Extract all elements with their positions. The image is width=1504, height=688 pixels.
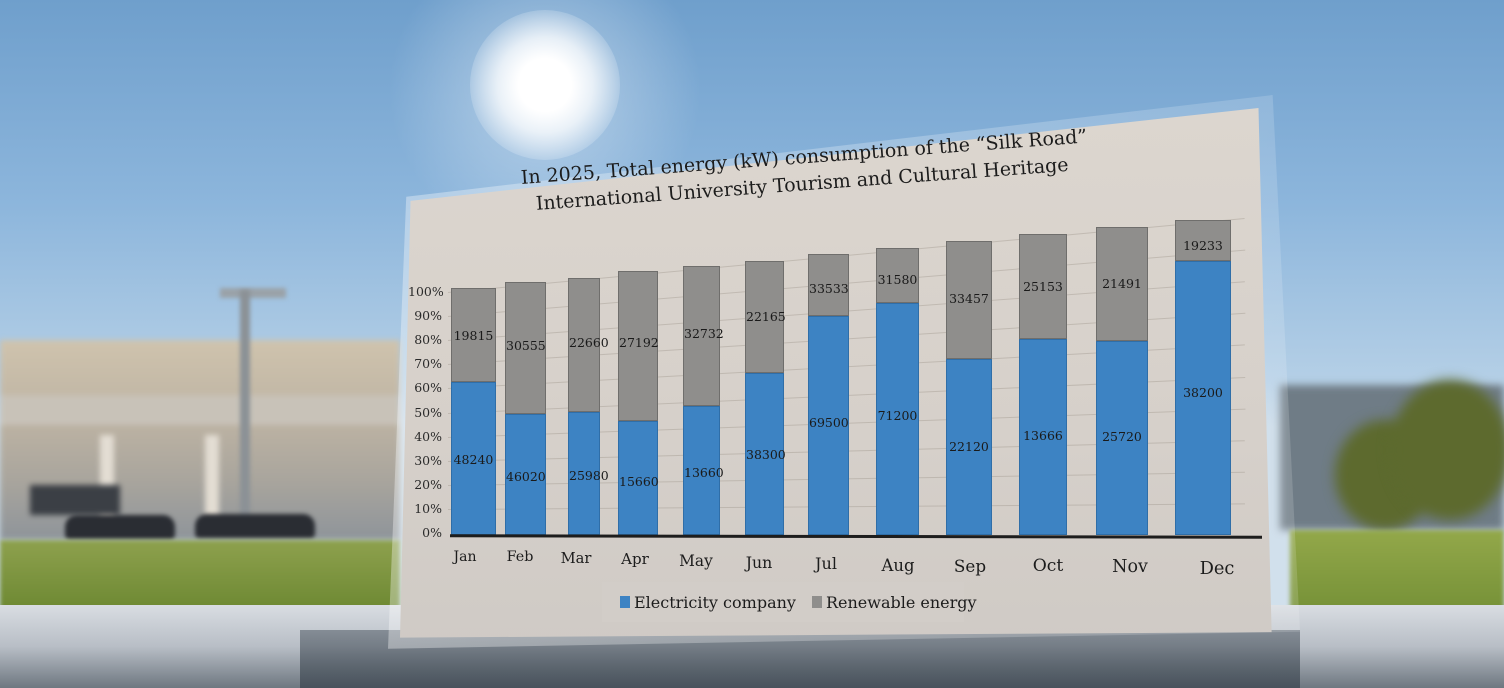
bar-may: 32732 13660	[683, 266, 724, 535]
legend-label: Electricity company	[634, 592, 796, 612]
bar-segment-electricity: 38200	[1175, 260, 1231, 535]
bar-dec: 19233 38200	[1175, 220, 1231, 535]
data-label-renewable: 21491	[1102, 275, 1142, 291]
street-lamp-head	[220, 288, 286, 298]
data-label-electricity: 25720	[1102, 429, 1142, 445]
data-label-electricity: 38300	[746, 447, 786, 463]
tree	[1390, 380, 1504, 520]
data-label-renewable: 19233	[1183, 238, 1223, 254]
legend-item-renewable: Renewable energy	[811, 592, 977, 612]
data-label-renewable: 33457	[949, 291, 989, 307]
data-label-renewable: 27192	[619, 335, 659, 351]
data-label-electricity: 22120	[949, 438, 989, 454]
legend-swatch-renewable-icon	[811, 596, 822, 608]
street-lamp-pole	[240, 290, 250, 530]
chart-legend: Electricity company Renewable energy	[602, 582, 977, 622]
y-tick-label: 0%	[422, 525, 442, 540]
y-tick-label: 10%	[414, 500, 442, 516]
data-label-electricity: 69500	[809, 415, 849, 431]
legend-label: Renewable energy	[825, 592, 977, 612]
bar-segment-renewable: 30555	[505, 282, 546, 414]
bar-segment-electricity: 25980	[568, 411, 609, 535]
bar-segment-renewable: 21491	[1096, 227, 1148, 341]
bar-segment-renewable: 32732	[683, 266, 724, 406]
x-tick-label: Dec	[1199, 558, 1235, 579]
bar-segment-electricity: 13666	[1019, 339, 1067, 535]
bar-mar: 22660 25980	[568, 278, 609, 535]
bar-apr: 27192 15660	[618, 271, 659, 535]
bar-segment-renewable: 25153	[1019, 234, 1067, 340]
data-label-renewable: 31580	[877, 271, 918, 287]
data-label-electricity: 13660	[684, 464, 724, 480]
y-tick-label: 50%	[414, 404, 442, 420]
bar-jan: 19815 48240	[451, 288, 496, 535]
y-tick-label: 80%	[414, 332, 442, 348]
x-tick-label: Mar	[560, 550, 592, 567]
legend-item-electricity: Electricity company	[620, 593, 796, 612]
parked-car	[65, 515, 175, 539]
data-label-renewable: 30555	[506, 338, 546, 354]
x-tick-label: Apr	[621, 550, 649, 568]
bar-oct: 25153 13666	[1019, 234, 1067, 535]
bar-segment-electricity: 22120	[946, 358, 992, 535]
data-label-electricity: 46020	[506, 469, 546, 485]
data-label-electricity: 38200	[1183, 385, 1223, 401]
bar-nov: 21491 25720	[1096, 227, 1148, 535]
data-label-renewable: 22165	[746, 309, 786, 325]
bar-segment-electricity: 48240	[451, 381, 496, 535]
y-tick-label: 40%	[414, 428, 442, 444]
bar-segment-electricity: 25720	[1096, 340, 1148, 535]
data-label-renewable: 19815	[453, 328, 494, 344]
bar-segment-electricity: 15660	[618, 421, 659, 535]
x-tick-label: Jun	[745, 553, 773, 572]
bar-segment-renewable: 22165	[745, 261, 786, 374]
y-tick-label: 70%	[414, 356, 442, 372]
parked-car	[195, 514, 315, 538]
bar-jun: 22165 38300	[745, 261, 786, 535]
y-tick-label: 60%	[414, 380, 442, 396]
bar-segment-electricity: 38300	[745, 373, 786, 535]
y-tick-label: 100%	[408, 284, 444, 299]
x-tick-label: Aug	[881, 556, 915, 575]
data-label-electricity: 13666	[1023, 428, 1063, 444]
x-tick-label: Nov	[1112, 557, 1148, 577]
blurred-building-left	[0, 340, 400, 540]
data-label-renewable: 25153	[1023, 279, 1063, 295]
bar-segment-renewable: 19815	[451, 288, 496, 382]
x-tick-label: Sep	[953, 556, 987, 576]
y-tick-label: 90%	[414, 308, 442, 324]
table-shadow	[300, 630, 1300, 688]
bar-feb: 30555 46020	[505, 282, 546, 535]
bar-segment-renewable: 33533	[808, 254, 849, 316]
data-label-electricity: 48240	[453, 451, 494, 467]
x-tick-label: Oct	[1032, 556, 1064, 576]
bar-aug: 31580 71200	[876, 248, 919, 535]
x-tick-label: Jul	[815, 554, 837, 573]
data-label-renewable: 22660	[569, 335, 609, 351]
legend-swatch-electricity-icon	[620, 596, 630, 608]
bar-segment-electricity: 13660	[683, 405, 724, 535]
data-label-renewable: 33533	[809, 280, 849, 296]
bar-segment-electricity: 69500	[808, 315, 849, 535]
data-label-electricity: 15660	[619, 473, 659, 489]
x-tick-label: Jan	[453, 549, 477, 565]
bar-segment-renewable: 27192	[618, 271, 659, 422]
data-label-electricity: 71200	[877, 408, 918, 424]
x-tick-label: Feb	[506, 549, 534, 565]
bar-segment-renewable: 33457	[946, 241, 992, 359]
data-label-electricity: 25980	[569, 468, 609, 484]
bar-segment-electricity: 71200	[876, 302, 919, 535]
bar-segment-renewable: 31580	[876, 248, 919, 303]
bar-sep: 33457 22120	[946, 241, 992, 535]
y-tick-label: 30%	[414, 452, 442, 468]
bar-segment-renewable: 19233	[1175, 220, 1231, 261]
x-tick-label: May	[679, 552, 713, 570]
bar-segment-electricity: 46020	[505, 413, 546, 535]
data-label-renewable: 32732	[684, 325, 724, 341]
bar-segment-renewable: 22660	[568, 278, 609, 412]
bar-jul: 33533 69500	[808, 254, 849, 535]
sun	[470, 10, 620, 160]
y-tick-label: 20%	[414, 476, 442, 492]
